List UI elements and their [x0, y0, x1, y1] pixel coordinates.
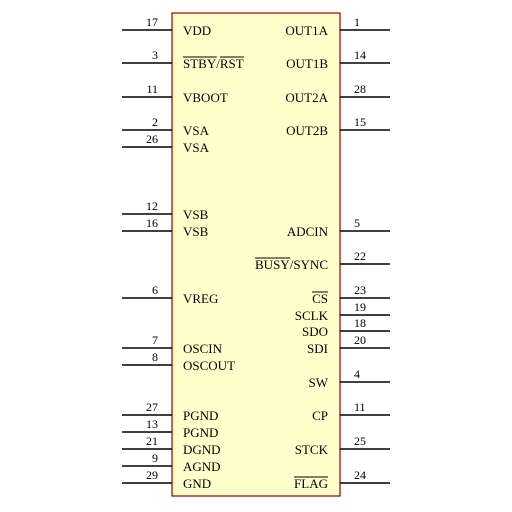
pin-18-sdo: 18 SDO — [302, 316, 390, 339]
right-pin-name: SDO — [302, 324, 328, 339]
pin-1-out1a: 1 OUT1A — [285, 15, 390, 38]
left-pin-name: AGND — [183, 459, 221, 474]
right-pin-number: 4 — [354, 367, 360, 381]
right-pin-number: 19 — [354, 300, 366, 314]
right-pin-name: SCLK — [295, 308, 329, 323]
left-pin-number: 3 — [152, 48, 158, 62]
left-pin-number: 2 — [152, 115, 158, 129]
left-pin-number: 26 — [146, 132, 158, 146]
left-pin-number: 29 — [146, 468, 158, 482]
left-pin-name: PGND — [183, 408, 218, 423]
right-pin-name: ADCIN — [287, 224, 329, 239]
right-pin-number: 18 — [354, 316, 366, 330]
pin-19-sclk: 19 SCLK — [295, 300, 390, 323]
left-pin-name: VBOOT — [183, 90, 228, 105]
left-pin-name: DGND — [183, 442, 221, 457]
left-pin-number: 6 — [152, 283, 158, 297]
right-pin-name: OUT1A — [285, 23, 328, 38]
pin-21-dgnd: 21 DGND — [122, 434, 221, 457]
pin-13-pgnd: 13 PGND — [122, 417, 218, 440]
pin-11-cp: 11 CP — [312, 400, 390, 423]
left-pin-name: VSA — [183, 140, 210, 155]
pin-17-vdd: 17 VDD — [122, 15, 211, 38]
pin-26-vsa: 26 VSA — [122, 132, 210, 155]
left-pin-number: 27 — [146, 400, 158, 414]
left-pin-name: PGND — [183, 425, 218, 440]
right-pin-name: OUT2B — [286, 123, 328, 138]
left-pin-number: 11 — [146, 82, 158, 96]
right-pin-name: STCK — [295, 442, 329, 457]
pin-6-vreg: 6 VREG — [122, 283, 218, 306]
pin-22-busy-sync: 22 BUSY/SYNC — [255, 249, 390, 272]
right-pin-name: OUT2A — [285, 90, 328, 105]
right-pin-name: FLAG — [294, 476, 328, 491]
right-pin-name: OUT1B — [286, 56, 328, 71]
pin-23-cs: 23 CS — [312, 283, 390, 306]
right-pin-name: CS — [312, 291, 328, 306]
left-pin-name: VSA — [183, 123, 210, 138]
pin-14-out1b: 14 OUT1B — [286, 48, 390, 71]
right-pin-number: 15 — [354, 115, 366, 129]
right-pin-number: 25 — [354, 434, 366, 448]
pin-25-stck: 25 STCK — [295, 434, 390, 457]
right-pin-number: 23 — [354, 283, 366, 297]
pin-15-out2b: 15 OUT2B — [286, 115, 390, 138]
left-pin-number: 16 — [146, 216, 158, 230]
pin-9-agnd: 9 AGND — [122, 451, 221, 474]
left-pin-name: GND — [183, 476, 211, 491]
left-pin-group: 17 VDD 3 STBY/RST 11 VBOOT 2 VSA 26 VSA 12 VSB 16 VSB… — [122, 15, 244, 491]
left-pin-name: OSCIN — [183, 341, 223, 356]
right-pin-number: 11 — [354, 400, 366, 414]
pin-8-oscout: 8 OSCOUT — [122, 350, 235, 373]
pin-5-adcin: 5 ADCIN — [287, 216, 390, 239]
pin-7-oscin: 7 OSCIN — [122, 333, 223, 356]
right-pin-number: 20 — [354, 333, 366, 347]
right-pin-name: CP — [312, 408, 328, 423]
pin-27-pgnd: 27 PGND — [122, 400, 218, 423]
right-pin-number: 22 — [354, 249, 366, 263]
pin-2-vsa: 2 VSA — [122, 115, 210, 138]
left-pin-number: 9 — [152, 451, 158, 465]
right-pin-name: BUSY/SYNC — [255, 257, 328, 272]
left-pin-number: 13 — [146, 417, 158, 431]
left-pin-name: VSB — [183, 207, 209, 222]
left-pin-number: 12 — [146, 199, 158, 213]
right-pin-number: 24 — [354, 468, 366, 482]
pin-11-vboot: 11 VBOOT — [122, 82, 228, 105]
ic-body — [171, 12, 341, 497]
left-pin-number: 21 — [146, 434, 158, 448]
pin-3-stby-rst: 3 STBY/RST — [122, 48, 244, 71]
right-pin-number: 28 — [354, 82, 366, 96]
pin-20-sdi: 20 SDI — [307, 333, 390, 356]
left-pin-name: STBY/RST — [183, 56, 244, 71]
left-pin-name: VDD — [183, 23, 211, 38]
right-pin-number: 14 — [354, 48, 366, 62]
left-pin-name: VSB — [183, 224, 209, 239]
pin-28-out2a: 28 OUT2A — [285, 82, 390, 105]
right-pin-name: SDI — [307, 341, 328, 356]
left-pin-number: 7 — [152, 333, 158, 347]
right-pin-group: 1 OUT1A 14 OUT1B 28 OUT2A 15 OUT2B 5 ADCIN 22 BUSY/… — [255, 15, 390, 491]
left-pin-name: VREG — [183, 291, 218, 306]
pin-12-vsb: 12 VSB — [122, 199, 209, 222]
left-pin-number: 8 — [152, 350, 158, 364]
pin-4-sw: 4 SW — [309, 367, 390, 390]
left-pin-number: 17 — [146, 15, 158, 29]
left-pin-name: OSCOUT — [183, 358, 235, 373]
pin-16-vsb: 16 VSB — [122, 216, 209, 239]
pin-24-flag: 24 FLAG — [294, 468, 390, 491]
pin-29-gnd: 29 GND — [122, 468, 211, 491]
right-pin-number: 5 — [354, 216, 360, 230]
right-pin-name: SW — [309, 375, 329, 390]
right-pin-number: 1 — [354, 15, 360, 29]
